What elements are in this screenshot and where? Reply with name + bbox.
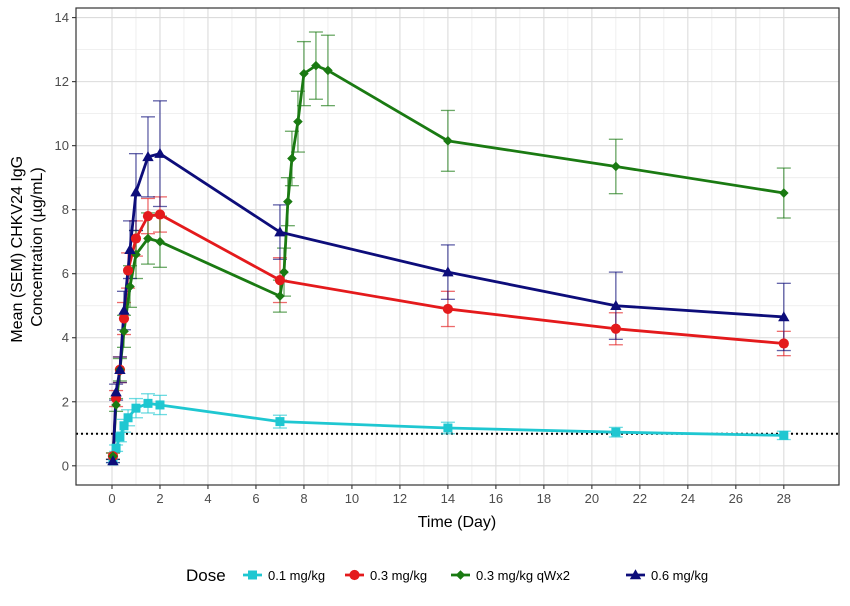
data-point xyxy=(118,304,130,315)
data-point xyxy=(283,196,293,207)
series-group xyxy=(105,31,791,466)
x-tick-label: 22 xyxy=(633,491,647,506)
data-point xyxy=(142,151,154,162)
legend-label: 0.3 mg/kg qWx2 xyxy=(476,568,570,583)
x-tick-label: 20 xyxy=(585,491,599,506)
x-tick-label: 2 xyxy=(156,491,163,506)
data-point xyxy=(111,400,121,410)
data-point xyxy=(142,210,154,222)
data-point xyxy=(124,244,136,254)
data-point xyxy=(123,413,133,423)
data-point xyxy=(119,326,129,337)
data-point xyxy=(114,364,126,375)
y-tick-label: 10 xyxy=(55,138,69,153)
data-point xyxy=(155,400,165,410)
plot-border xyxy=(75,7,840,486)
x-tick-label: 12 xyxy=(393,491,407,506)
data-point xyxy=(154,147,166,158)
data-point xyxy=(274,226,286,237)
x-tick-label: 8 xyxy=(300,491,307,506)
x-tick-label: 14 xyxy=(441,491,455,506)
data-point xyxy=(143,233,153,244)
legend-key-marker xyxy=(248,570,257,580)
data-point xyxy=(778,311,790,322)
data-point xyxy=(611,427,621,437)
x-tick-label: 28 xyxy=(777,491,791,506)
data-point xyxy=(125,281,135,292)
legend-key-marker xyxy=(629,569,642,580)
data-point xyxy=(779,188,789,198)
data-point xyxy=(119,421,129,431)
data-point xyxy=(274,275,286,286)
data-point xyxy=(279,267,289,277)
data-point xyxy=(110,386,122,397)
legend-label: 0.3 mg/kg xyxy=(370,568,427,583)
data-point xyxy=(323,65,333,76)
legend-item-2: 0.3 mg/kg qWx2 xyxy=(451,568,570,583)
data-point xyxy=(131,403,141,413)
data-point xyxy=(122,265,134,276)
x-tick-label: 26 xyxy=(729,491,743,506)
x-tick-label: 24 xyxy=(681,491,695,506)
data-point xyxy=(130,186,142,197)
legend-title: Dose xyxy=(186,566,226,585)
x-axis-title: Time (Day) xyxy=(418,514,497,531)
x-tick-label: 6 xyxy=(252,491,259,506)
x-tick-label: 0 xyxy=(108,491,115,506)
data-point xyxy=(155,236,165,247)
data-point xyxy=(115,432,125,442)
data-point xyxy=(118,313,130,324)
y-tick-label: 0 xyxy=(62,458,69,473)
data-point xyxy=(287,153,297,164)
data-point xyxy=(299,68,309,79)
data-point xyxy=(130,233,142,244)
y-axis-title-line-1: Mean (SEM) CHKV24 IgG xyxy=(9,156,26,343)
data-point xyxy=(610,323,621,334)
data-point xyxy=(779,430,789,440)
legend-key-marker xyxy=(455,570,466,580)
data-point xyxy=(107,455,119,466)
x-tick-label: 10 xyxy=(345,491,359,506)
legend-label: 0.1 mg/kg xyxy=(268,568,325,583)
y-tick-label: 14 xyxy=(55,10,69,25)
data-point xyxy=(275,291,285,301)
y-tick-label: 6 xyxy=(62,266,69,281)
x-tick-label: 18 xyxy=(537,491,551,506)
y-tick-label: 8 xyxy=(62,202,69,217)
data-point xyxy=(443,423,453,433)
data-point xyxy=(610,300,622,310)
legend: Dose 0.1 mg/kg 0.3 mg/kg 0.3 mg/kg qWx2 0.6… xyxy=(186,566,708,585)
data-point xyxy=(442,266,454,277)
series-points-3 xyxy=(107,147,790,466)
data-point xyxy=(311,60,321,71)
series-points-0 xyxy=(108,398,789,466)
legend-item-3: 0.6 mg/kg xyxy=(626,568,708,583)
legend-item-0: 0.1 mg/kg xyxy=(243,568,325,583)
legend-item-1: 0.3 mg/kg xyxy=(345,568,427,583)
data-point xyxy=(131,249,141,260)
data-point xyxy=(611,161,621,172)
y-tick-label: 12 xyxy=(55,74,69,89)
x-tick-label: 4 xyxy=(204,491,211,506)
data-point xyxy=(154,209,166,220)
legend-label: 0.6 mg/kg xyxy=(651,568,708,583)
plot-background xyxy=(76,8,839,485)
x-tick-label: 16 xyxy=(489,491,503,506)
legend-key-marker xyxy=(349,569,360,581)
data-point xyxy=(443,136,453,146)
data-point xyxy=(111,443,121,453)
y-axis-title: Mean (SEM) CHKV24 IgG Concentration (µg/… xyxy=(9,151,46,342)
y-axis-title-line-2: Concentration (µg/mL) xyxy=(29,167,46,327)
data-point xyxy=(442,303,454,315)
data-point xyxy=(778,338,789,349)
data-point xyxy=(143,398,153,408)
y-tick-label: 2 xyxy=(62,394,69,409)
y-tick-label: 4 xyxy=(62,330,69,345)
data-point xyxy=(293,116,303,127)
data-point xyxy=(275,417,285,427)
